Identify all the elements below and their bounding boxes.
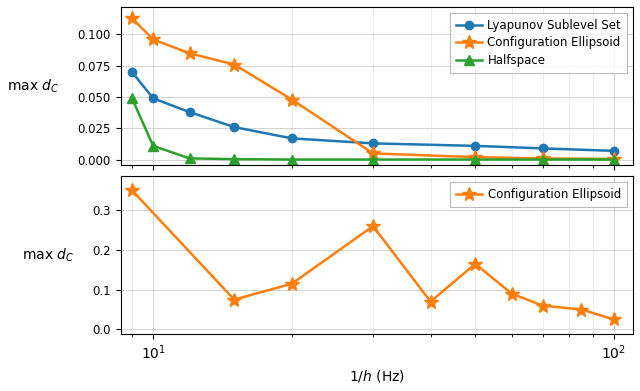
Configuration Ellipsoid [128, 16, 136, 21]
Configuration Ellipsoid [369, 151, 377, 156]
Configuration Ellipsoid [288, 97, 296, 102]
Configuration Ellipsoid [128, 188, 136, 193]
Halfspace [128, 96, 136, 100]
Halfspace [472, 157, 479, 162]
Configuration Ellipsoid [149, 37, 157, 42]
Lyapunov Sublevel Set [288, 136, 296, 141]
Lyapunov Sublevel Set [186, 110, 193, 115]
Line: Configuration Ellipsoid: Configuration Ellipsoid [125, 11, 621, 166]
Y-axis label: max $d_C$: max $d_C$ [22, 247, 74, 264]
Configuration Ellipsoid [610, 317, 618, 322]
Lyapunov Sublevel Set [230, 125, 238, 129]
Configuration Ellipsoid [472, 155, 479, 160]
Halfspace [149, 143, 157, 148]
Configuration Ellipsoid [230, 62, 238, 67]
Line: Halfspace: Halfspace [127, 93, 619, 164]
Line: Lyapunov Sublevel Set: Lyapunov Sublevel Set [128, 68, 618, 155]
Configuration Ellipsoid [578, 307, 586, 312]
Halfspace [186, 156, 193, 161]
Configuration Ellipsoid [539, 156, 547, 161]
Lyapunov Sublevel Set [149, 96, 157, 100]
Configuration Ellipsoid [472, 262, 479, 266]
Legend: Lyapunov Sublevel Set, Configuration Ellipsoid, Halfspace: Lyapunov Sublevel Set, Configuration Ell… [450, 13, 627, 73]
Lyapunov Sublevel Set [610, 149, 618, 153]
Halfspace [369, 157, 377, 162]
Configuration Ellipsoid [508, 291, 516, 296]
Configuration Ellipsoid [427, 299, 435, 304]
Lyapunov Sublevel Set [472, 143, 479, 148]
Lyapunov Sublevel Set [539, 146, 547, 151]
Halfspace [230, 157, 238, 161]
Legend: Configuration Ellipsoid: Configuration Ellipsoid [450, 182, 627, 207]
Configuration Ellipsoid [230, 297, 238, 302]
Configuration Ellipsoid [610, 157, 618, 161]
X-axis label: 1/$h$ (Hz): 1/$h$ (Hz) [349, 368, 405, 384]
Y-axis label: max $d_C$: max $d_C$ [7, 77, 59, 95]
Configuration Ellipsoid [369, 224, 377, 228]
Line: Configuration Ellipsoid: Configuration Ellipsoid [125, 183, 621, 326]
Configuration Ellipsoid [288, 282, 296, 286]
Lyapunov Sublevel Set [128, 70, 136, 74]
Halfspace [539, 157, 547, 162]
Configuration Ellipsoid [186, 51, 193, 56]
Halfspace [288, 157, 296, 162]
Halfspace [610, 157, 618, 162]
Lyapunov Sublevel Set [369, 141, 377, 146]
Configuration Ellipsoid [539, 303, 547, 308]
